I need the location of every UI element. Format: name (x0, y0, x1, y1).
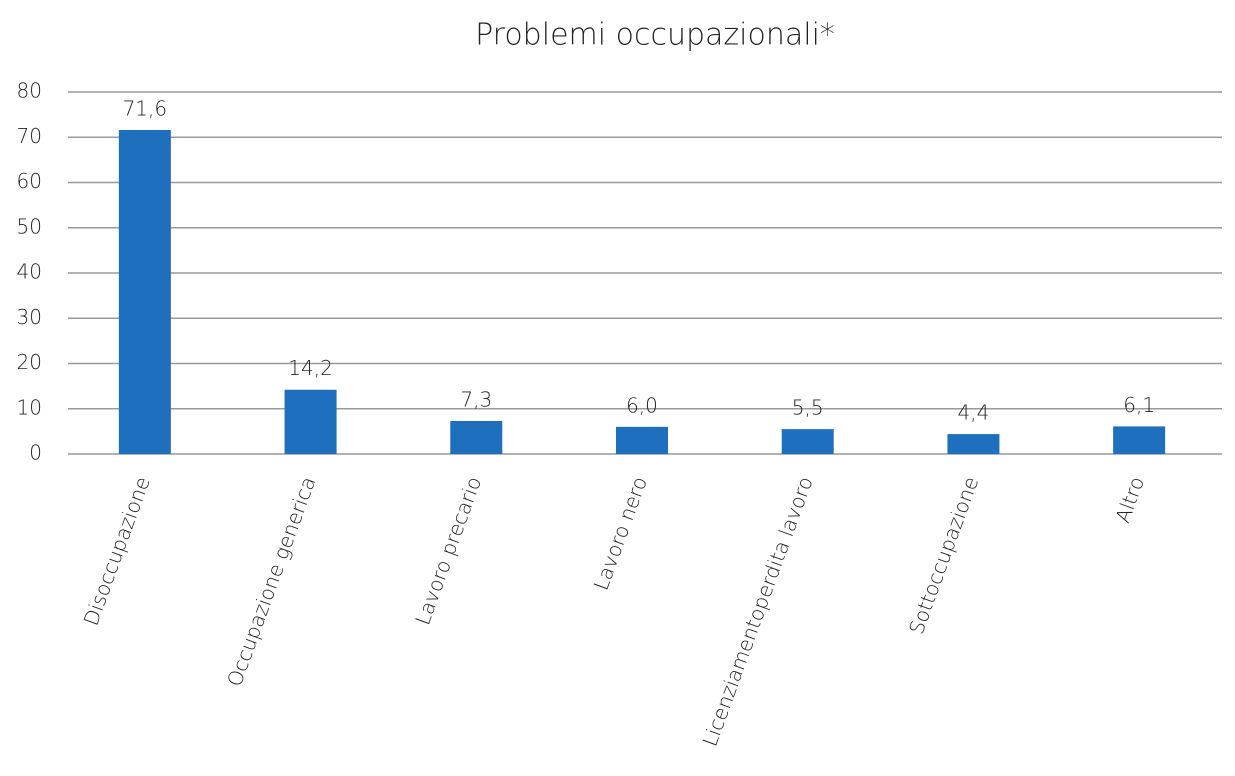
y-tick-label: 60 (17, 169, 42, 193)
bar (781, 429, 834, 454)
y-tick-label: 50 (17, 214, 42, 238)
value-label: 4,4 (958, 401, 990, 425)
bar (118, 130, 171, 454)
x-tick-label: Sottoccupazione (904, 473, 983, 637)
y-tick-label: 0 (29, 441, 42, 465)
value-label: 7,3 (460, 387, 492, 411)
bar (284, 389, 337, 454)
y-tick-label: 10 (17, 395, 42, 419)
x-tick-label: Lavoro precario (410, 473, 486, 628)
x-tick-label: Altro (1110, 473, 1149, 525)
y-tick-label: 80 (17, 79, 42, 103)
x-tick-label: Disoccupazione (79, 473, 155, 628)
bar (1113, 426, 1166, 454)
y-tick-label: 30 (17, 305, 42, 329)
chart-title: Problemi occupazionali* (475, 18, 835, 53)
y-tick-label: 70 (17, 124, 42, 148)
x-tick-label: Occupazione generica (222, 473, 320, 689)
value-label: 6,0 (626, 393, 658, 417)
y-tick-label: 40 (17, 260, 42, 284)
bar (616, 426, 668, 454)
value-label: 6,1 (1123, 393, 1155, 417)
y-tick-label: 20 (17, 350, 42, 374)
value-label: 5,5 (792, 396, 824, 420)
bar (450, 420, 503, 454)
bar (947, 434, 1000, 454)
value-label: 14,2 (288, 356, 333, 380)
x-tick-label: Licenziamentoperdita lavoro (698, 473, 818, 749)
x-tick-label: Lavoro nero (589, 473, 652, 593)
value-label: 71,6 (123, 97, 168, 121)
